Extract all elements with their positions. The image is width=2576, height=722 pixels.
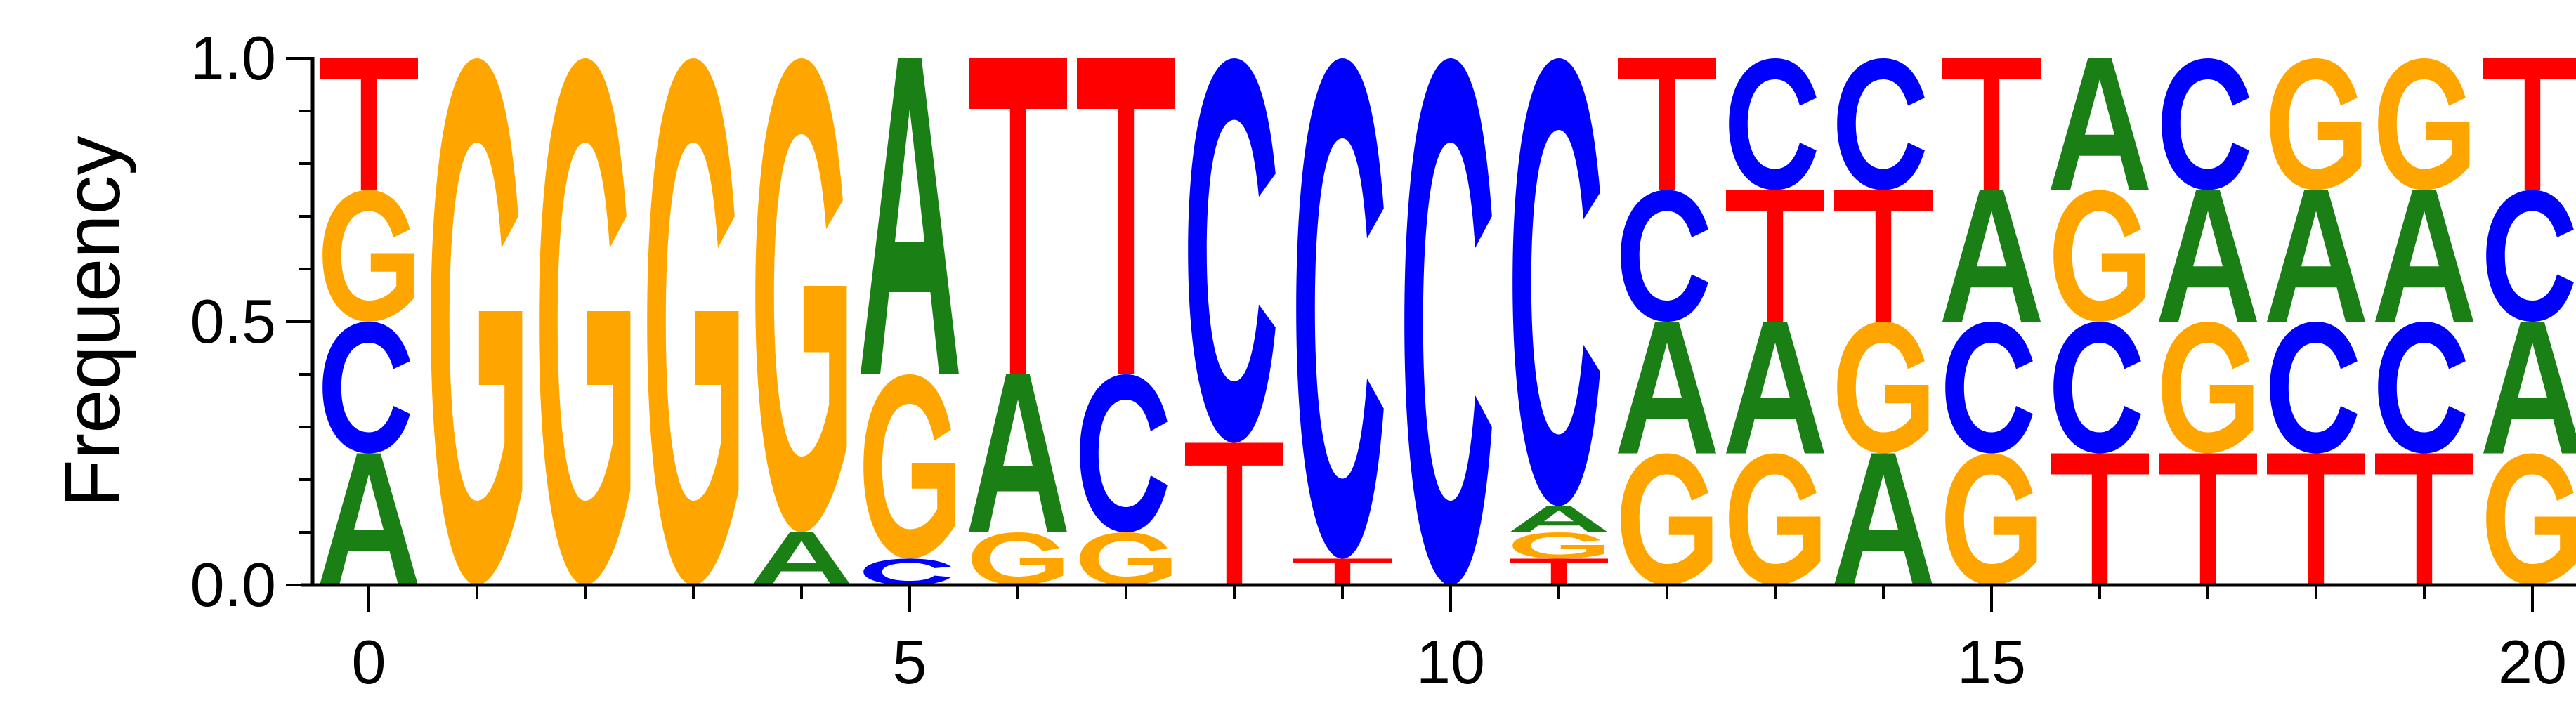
logo-letter-C-pos-16 bbox=[2053, 322, 2141, 454]
logo-letter-G-pos-12 bbox=[1621, 453, 1713, 585]
logo-letter-T-pos-19 bbox=[2375, 453, 2473, 585]
logo-letter-T-pos-0 bbox=[320, 58, 418, 190]
logo-letter-A-pos-15 bbox=[1942, 190, 2041, 322]
logo-letter-G-pos-3 bbox=[647, 58, 739, 585]
logo-letter-A-pos-19 bbox=[2375, 190, 2473, 322]
logo-letter-C-pos-19 bbox=[2378, 322, 2466, 454]
logo-letter-G-pos-13 bbox=[1729, 453, 1821, 585]
logo-letter-A-pos-13 bbox=[1726, 322, 1824, 454]
logo-letter-G-pos-19 bbox=[2378, 58, 2470, 190]
x-axis-ticks: 0 5 10 15 20 bbox=[352, 585, 2567, 697]
logo-letter-T-pos-12 bbox=[1618, 58, 1716, 190]
logo-letter-T-pos-14 bbox=[1834, 190, 1933, 322]
logo-letter-G-pos-7 bbox=[1080, 532, 1172, 585]
x-tick-label: 5 bbox=[893, 627, 927, 697]
logo-letter-A-pos-0 bbox=[320, 453, 418, 585]
logo-letters bbox=[320, 58, 2576, 585]
logo-letter-T-pos-15 bbox=[1942, 58, 2041, 190]
x-tick-label: 10 bbox=[1416, 627, 1485, 697]
logo-letter-G-pos-6 bbox=[972, 532, 1064, 585]
logo-letter-C-pos-12 bbox=[1621, 190, 1708, 322]
logo-letter-G-pos-20 bbox=[2486, 453, 2576, 585]
logo-letter-T-pos-6 bbox=[969, 58, 1067, 374]
logo-letter-T-pos-17 bbox=[2159, 453, 2257, 585]
logo-letter-A-pos-16 bbox=[2051, 58, 2149, 190]
logo-letter-C-pos-9 bbox=[1296, 58, 1384, 559]
logo-letter-A-pos-11 bbox=[1510, 506, 1608, 532]
logo-letter-C-pos-15 bbox=[1945, 322, 2033, 454]
logo-letter-G-pos-1 bbox=[431, 58, 523, 585]
logo-letter-C-pos-11 bbox=[1512, 58, 1600, 506]
logo-letter-G-pos-15 bbox=[1945, 453, 2037, 585]
logo-letter-C-pos-13 bbox=[1729, 58, 1817, 190]
logo-letter-T-pos-18 bbox=[2267, 453, 2365, 585]
logo-letter-A-pos-12 bbox=[1618, 322, 1716, 454]
logo-letter-A-pos-18 bbox=[2267, 190, 2365, 322]
chart-axes: 0.0 0.5 1.0 0 5 10 15 20 bbox=[190, 23, 2576, 697]
logo-letter-C-pos-17 bbox=[2162, 58, 2249, 190]
logo-letter-A-pos-6 bbox=[969, 374, 1067, 532]
logo-letter-C-pos-10 bbox=[1404, 58, 1492, 585]
x-tick-label: 0 bbox=[352, 627, 386, 697]
logo-letter-A-pos-5 bbox=[861, 58, 959, 374]
logo-letter-G-pos-17 bbox=[2162, 322, 2254, 454]
y-axis-ticks: 0.0 0.5 1.0 bbox=[190, 23, 313, 619]
logo-letter-T-pos-8 bbox=[1185, 442, 1283, 585]
logo-letter-C-pos-14 bbox=[1837, 58, 1925, 190]
logo-letter-C-pos-0 bbox=[322, 322, 410, 454]
logo-letter-A-pos-17 bbox=[2159, 190, 2257, 322]
logo-letter-C-pos-5 bbox=[863, 558, 951, 585]
logo-letter-C-pos-8 bbox=[1188, 58, 1276, 443]
logo-letter-G-pos-14 bbox=[1837, 322, 1929, 454]
logo-letter-C-pos-7 bbox=[1080, 374, 1168, 532]
logo-letter-G-pos-0 bbox=[322, 190, 414, 322]
x-tick-label: 20 bbox=[2498, 627, 2567, 697]
logo-letter-C-pos-20 bbox=[2486, 190, 2574, 322]
x-tick-label: 15 bbox=[1957, 627, 2026, 697]
logo-letter-G-pos-5 bbox=[863, 374, 955, 559]
logo-letter-A-pos-20 bbox=[2483, 322, 2576, 454]
y-axis-title: Frequency bbox=[48, 136, 136, 507]
logo-letter-G-pos-16 bbox=[2053, 190, 2145, 322]
logo-letter-G-pos-11 bbox=[1512, 532, 1604, 559]
y-tick-label: 0.0 bbox=[190, 550, 276, 619]
logo-letter-A-pos-4 bbox=[752, 532, 851, 585]
y-tick-label: 1.0 bbox=[190, 23, 276, 93]
logo-letter-T-pos-7 bbox=[1077, 58, 1175, 374]
logo-letter-T-pos-16 bbox=[2051, 453, 2149, 585]
y-tick-label: 0.5 bbox=[190, 287, 276, 356]
logo-letter-T-pos-13 bbox=[1726, 190, 1824, 322]
logo-letter-C-pos-18 bbox=[2270, 322, 2358, 454]
logo-letter-T-pos-11 bbox=[1510, 558, 1608, 585]
logo-letter-A-pos-14 bbox=[1834, 453, 1933, 585]
logo-letter-G-pos-18 bbox=[2270, 58, 2362, 190]
logo-letter-G-pos-2 bbox=[539, 58, 631, 585]
logo-letter-T-pos-9 bbox=[1293, 558, 1392, 585]
logo-letter-T-pos-20 bbox=[2483, 58, 2576, 190]
logo-letter-G-pos-4 bbox=[755, 58, 847, 532]
